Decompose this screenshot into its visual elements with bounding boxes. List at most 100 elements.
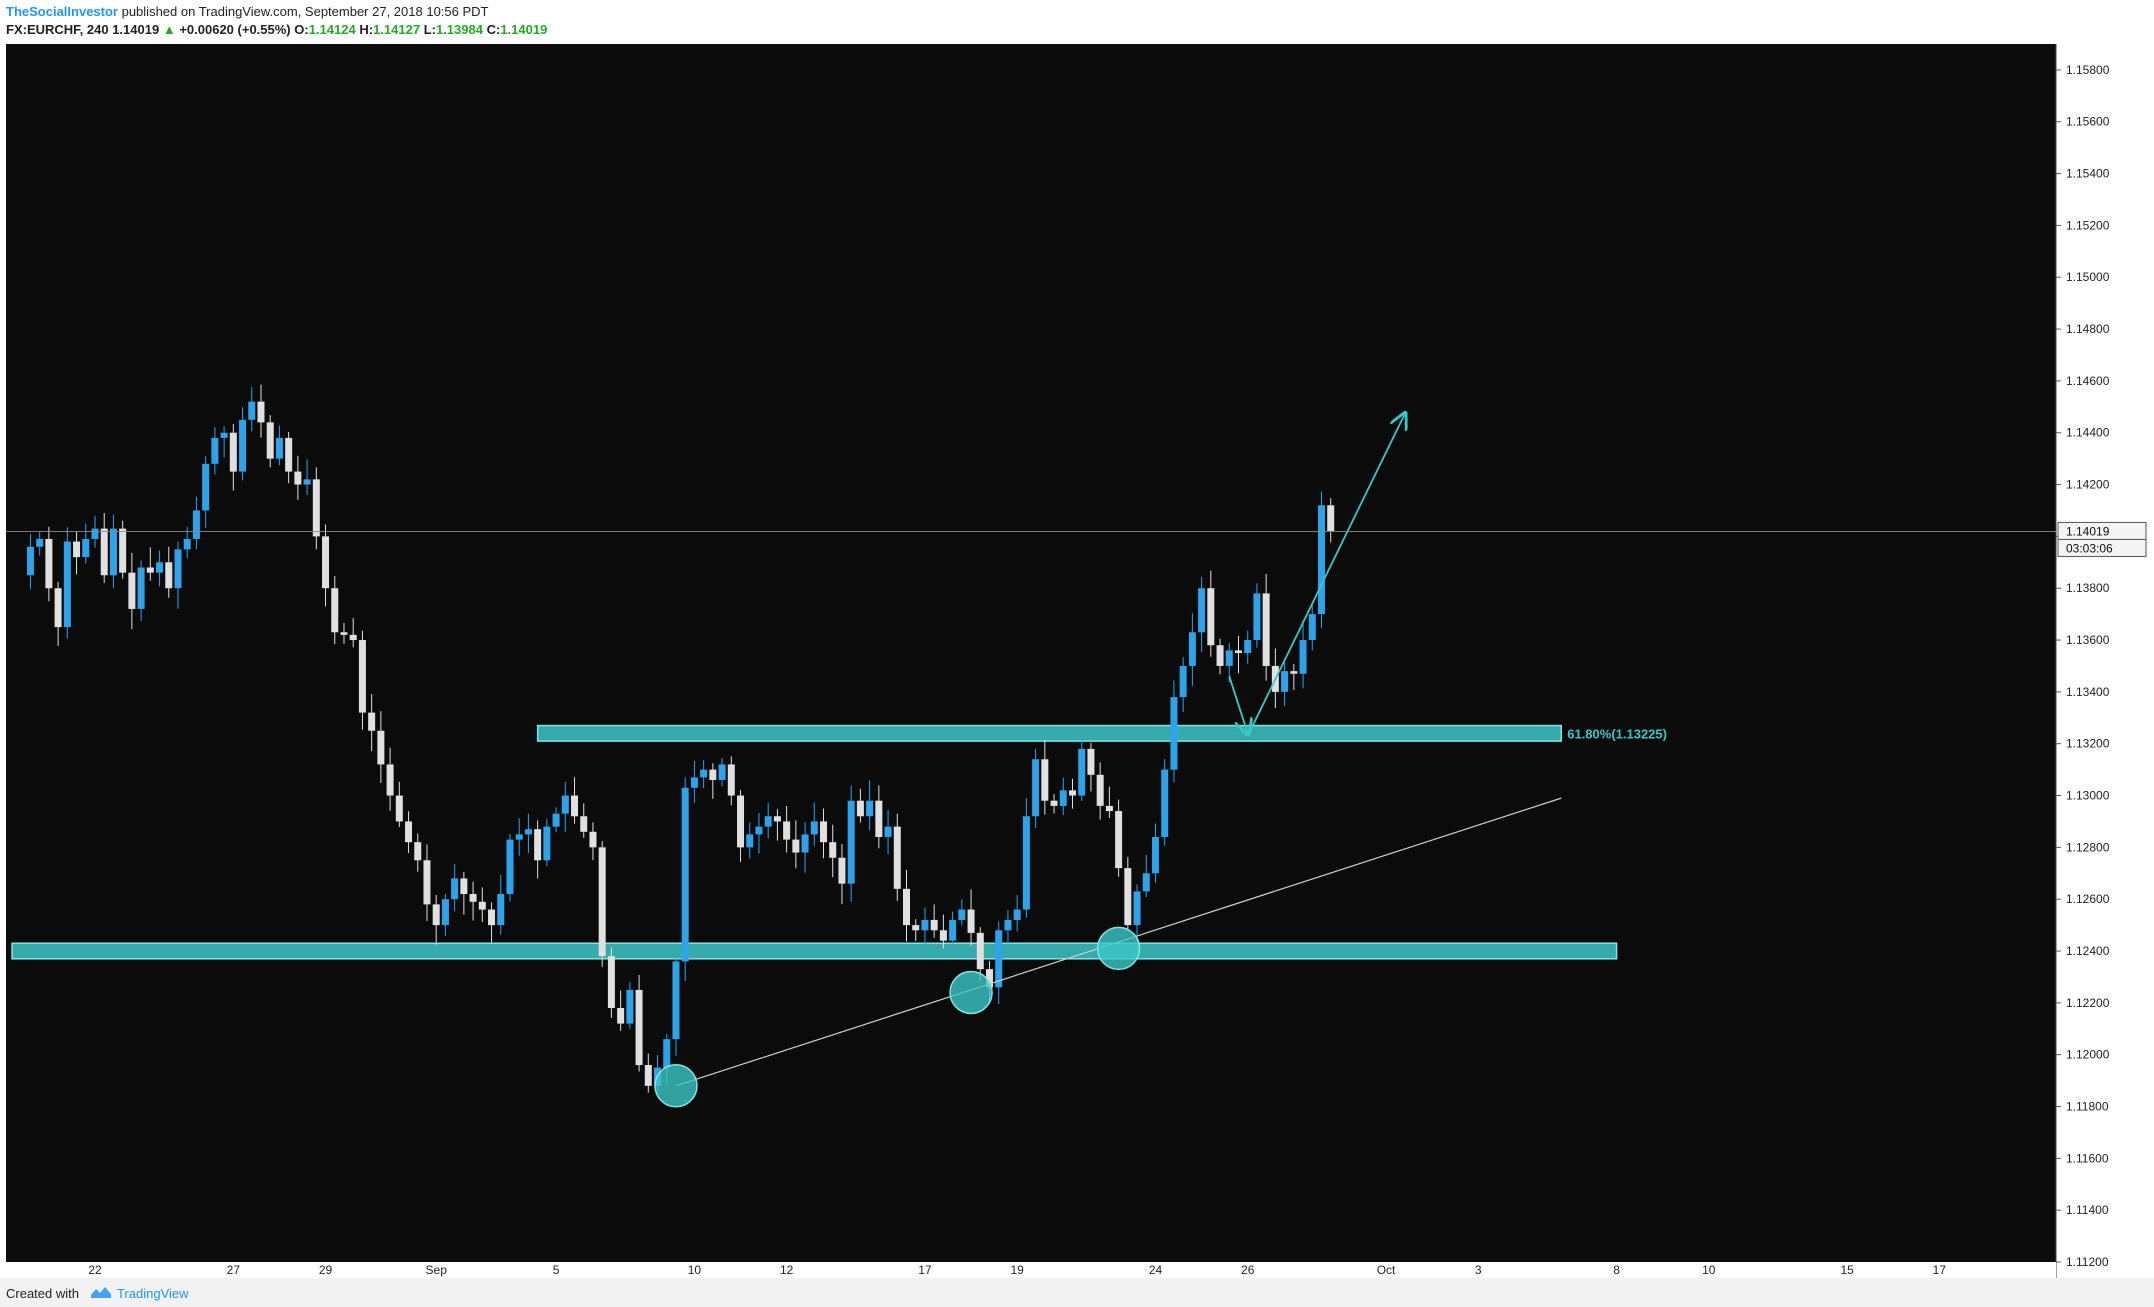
y-tick-label: 1.13400 [2066,685,2110,699]
high-value: 1.14127 [373,22,421,37]
candle-body [1013,909,1021,920]
x-tick-label: 17 [918,1263,932,1277]
y-tick-label: 1.13600 [2066,633,2110,647]
author-link[interactable]: TheSocialInvestor [6,4,118,19]
x-tick-label: 19 [1010,1263,1024,1277]
candle-body [1170,697,1178,770]
candle-body [377,730,385,765]
candle-body [1188,632,1196,666]
candle-body [617,1008,625,1024]
candle-body [192,510,200,539]
price-axis-panel [2056,44,2148,1278]
countdown-box [2057,538,2147,557]
candle-body [1133,891,1141,926]
y-tick-label: 1.11400 [2066,1203,2109,1217]
candle-body [700,769,708,778]
projection-arrow [1228,676,1247,733]
touch-point-circle [949,970,993,1015]
candle-body [488,909,496,926]
candle-body [1004,919,1012,931]
candle-body [36,538,44,547]
candle-body [423,860,431,905]
candle-body [820,821,828,843]
publish-line: TheSocialInvestor published on TradingVi… [6,4,488,19]
footer-bar: Created with TradingView [0,1278,2154,1307]
candle-body [718,764,726,780]
candle-body [1299,640,1307,674]
candle-body [681,787,689,962]
candle-body [469,894,477,902]
y-tick-label: 1.14800 [2066,322,2110,336]
candle-body [884,826,892,837]
x-tick-label: 10 [688,1263,702,1277]
candle-body [829,842,837,858]
y-tick-label: 1.11800 [2066,1100,2109,1114]
tradingview-logo-icon [91,1287,111,1298]
open-label: O: [294,22,309,37]
candle-body [82,538,90,558]
candle-body [100,528,108,576]
y-tick-label: 1.15600 [2066,115,2110,129]
candle-body [229,432,237,472]
candle-body [1105,805,1113,812]
tradingview-link[interactable]: TradingView [117,1286,189,1301]
candle-body [432,904,440,926]
candle-body [460,878,468,895]
candle-body [1059,790,1067,806]
candle-body [266,422,274,459]
candle-body [137,567,145,609]
y-tick-label: 1.13800 [2066,581,2110,595]
candle-body [1216,645,1224,666]
x-tick-label: 22 [88,1263,102,1277]
candle-body [91,528,99,539]
candle-body [220,432,228,438]
x-tick-label: 24 [1149,1263,1163,1277]
candle-body [893,826,901,889]
close-label: C: [486,22,501,37]
high-label: H: [359,22,374,37]
candle-body [1161,769,1169,837]
symbol-label: FX:EURCHF, 240 [6,22,109,37]
x-tick-label: 29 [319,1263,333,1277]
x-tick-label: 5 [553,1263,560,1277]
candle-body [1151,836,1159,874]
candle-body [1078,748,1086,796]
y-tick-label: 1.14600 [2066,374,2110,388]
candle-body [1142,873,1150,892]
candle-body [1290,671,1298,674]
chart-area[interactable]: 1.15800 1.15600 1.15400 1.15200 1.15000 1.148… [6,44,2148,1278]
candle-body [561,795,569,814]
y-tick-label: 1.11600 [2066,1151,2109,1165]
projection-arrow [1246,415,1405,737]
candle-body [441,899,449,926]
candle-body [312,479,320,537]
candle-body [967,909,975,933]
candlestick-chart[interactable]: 1.15800 1.15600 1.15400 1.15200 1.15000 1.148… [6,44,2148,1278]
candle-body [552,813,560,827]
candle-body [183,538,191,550]
candle-body [912,925,920,931]
candle-body [939,930,947,941]
candle-body [792,839,800,853]
low-value: 1.13984 [435,22,483,37]
chart-header: TheSocialInvestor published on TradingVi… [0,0,2154,44]
y-tick-label: 1.13200 [2066,737,2110,751]
touch-point-circle [1096,926,1141,971]
candle-body [644,1065,652,1086]
candle-body [709,769,717,780]
candle-body [810,821,818,835]
x-tick-label: 17 [1933,1263,1947,1277]
candle-body [986,969,994,988]
candle-body [257,401,265,423]
candle-body [755,826,763,835]
y-tick-label: 1.12600 [2066,892,2110,906]
candle-body [958,909,966,920]
candle-body [322,536,330,589]
candle-body [589,831,597,848]
candle-body [875,800,883,837]
candle-body [801,834,809,853]
candle-body [1041,759,1049,801]
candle-body [211,437,219,464]
open-value: 1.14124 [308,22,356,37]
candle-body [1253,593,1261,641]
